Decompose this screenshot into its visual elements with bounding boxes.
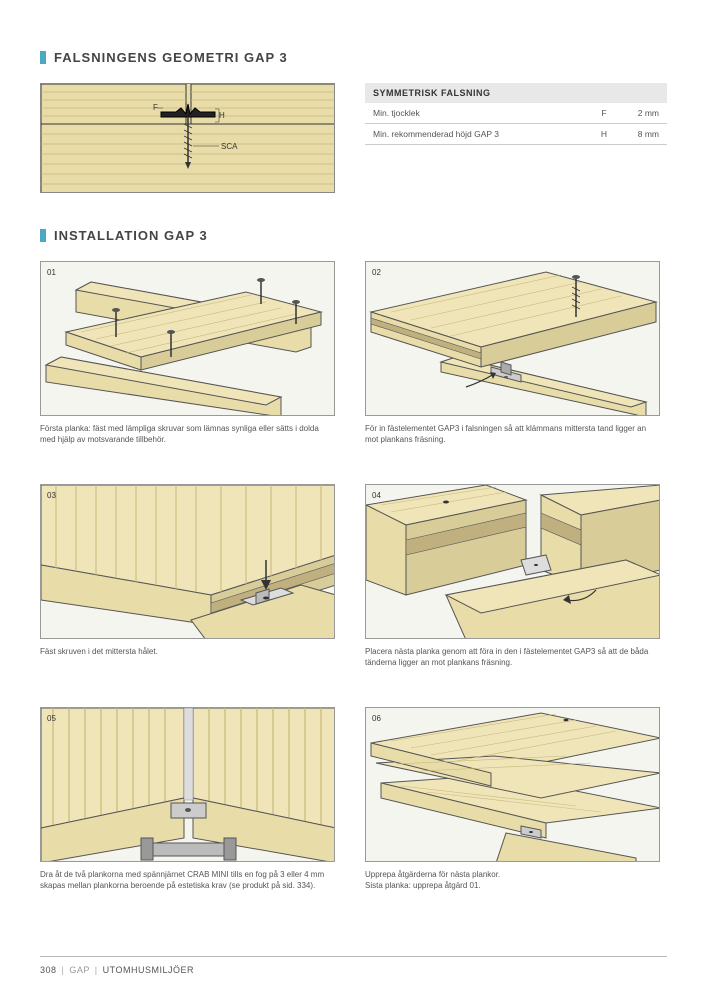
step-svg — [366, 708, 660, 862]
step-svg — [41, 708, 335, 862]
spec-row: Min. rekommenderad höjd GAP 3 H 8 mm — [365, 124, 667, 145]
step-caption: Första planka: fäst med lämpliga skruvar… — [40, 424, 335, 454]
spec-value: 8 mm — [619, 129, 659, 139]
label-f: F — [153, 103, 158, 112]
step-image: 03 — [40, 484, 335, 639]
step-number: 04 — [372, 491, 381, 500]
step-number: 03 — [47, 491, 56, 500]
footer-separator: | — [62, 965, 65, 975]
heading-title: FALSNINGENS GEOMETRI GAP 3 — [54, 50, 288, 65]
step-svg — [41, 485, 335, 639]
heading-accent-bar — [40, 229, 46, 242]
section-heading-geometry: FALSNINGENS GEOMETRI GAP 3 — [40, 50, 667, 65]
spec-label: Min. tjocklek — [373, 108, 589, 118]
spec-row: Min. tjocklek F 2 mm — [365, 103, 667, 124]
step-number: 01 — [47, 268, 56, 277]
geometry-svg: F H SCA — [41, 84, 335, 193]
section-heading-installation: INSTALLATION GAP 3 — [40, 228, 667, 243]
step-04: 04 — [365, 484, 660, 677]
step-caption: Dra åt de två plankorna med spännjärnet … — [40, 870, 335, 900]
step-caption: För in fästelementet GAP3 i falsningen s… — [365, 424, 660, 454]
geometry-row: F H SCA SYMMETRISK FALSNING Min. tjockle… — [40, 83, 667, 193]
step-image: 01 — [40, 261, 335, 416]
step-number: 06 — [372, 714, 381, 723]
step-caption: Fäst skruven i det mittersta hålet. — [40, 647, 335, 677]
step-01: 01 — [40, 261, 335, 454]
steps-grid: 01 — [40, 261, 667, 900]
geometry-diagram: F H SCA — [40, 83, 335, 193]
step-03: 03 — [40, 484, 335, 677]
step-caption: Placera nästa planka genom att föra in d… — [365, 647, 660, 677]
spec-code: F — [589, 108, 619, 118]
footer-separator: | — [95, 965, 98, 975]
spec-table-header: SYMMETRISK FALSNING — [365, 83, 667, 103]
step-02: 02 — [365, 261, 660, 454]
spec-label: Min. rekommenderad höjd GAP 3 — [373, 129, 589, 139]
step-svg — [366, 485, 660, 639]
label-sca: SCA — [221, 142, 238, 151]
step-image: 02 — [365, 261, 660, 416]
heading-title: INSTALLATION GAP 3 — [54, 228, 208, 243]
step-number: 05 — [47, 714, 56, 723]
spec-table: SYMMETRISK FALSNING Min. tjocklek F 2 mm… — [365, 83, 667, 193]
spec-code: H — [589, 129, 619, 139]
footer-category: UTOMHUSMILJÖER — [103, 965, 194, 975]
page-footer: 308 | GAP | UTOMHUSMILJÖER — [40, 956, 667, 975]
heading-accent-bar — [40, 51, 46, 64]
spec-value: 2 mm — [619, 108, 659, 118]
step-image: 05 — [40, 707, 335, 862]
footer-section: GAP — [69, 965, 89, 975]
step-number: 02 — [372, 268, 381, 277]
step-image: 04 — [365, 484, 660, 639]
label-h: H — [219, 111, 225, 120]
step-svg — [41, 262, 335, 416]
step-image: 06 — [365, 707, 660, 862]
step-svg — [366, 262, 660, 416]
step-05: 05 — [40, 707, 335, 900]
step-06: 06 — [365, 707, 660, 900]
step-caption: Upprepa åtgärderna för nästa plankor. Si… — [365, 870, 660, 900]
footer-page: 308 — [40, 965, 57, 975]
